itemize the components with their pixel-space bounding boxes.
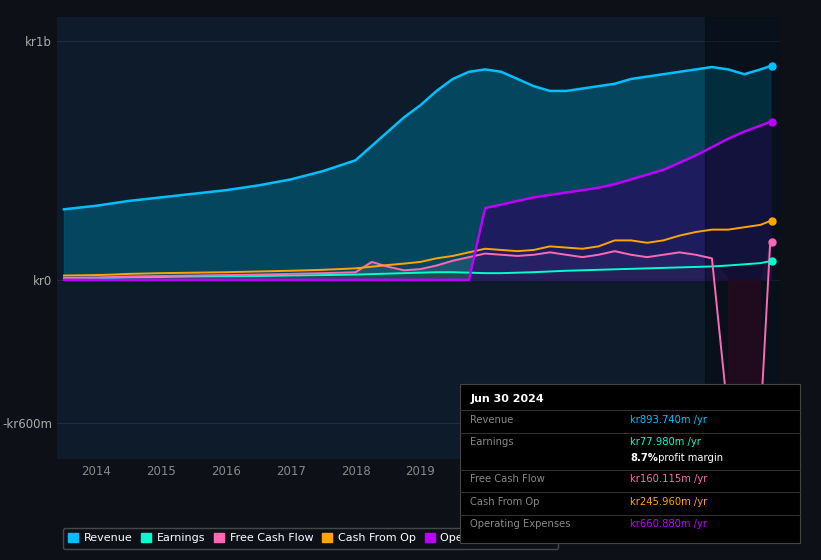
Text: kr893.740m /yr: kr893.740m /yr <box>631 415 707 425</box>
Text: 8.7%: 8.7% <box>631 453 658 463</box>
Text: Earnings: Earnings <box>470 437 514 447</box>
Text: kr660.880m /yr: kr660.880m /yr <box>631 519 707 529</box>
Text: kr77.980m /yr: kr77.980m /yr <box>631 437 701 447</box>
Text: Cash From Op: Cash From Op <box>470 497 540 507</box>
Text: profit margin: profit margin <box>655 453 722 463</box>
Legend: Revenue, Earnings, Free Cash Flow, Cash From Op, Operating Expenses: Revenue, Earnings, Free Cash Flow, Cash … <box>62 528 558 549</box>
Text: Revenue: Revenue <box>470 415 514 425</box>
Text: kr160.115m /yr: kr160.115m /yr <box>631 474 708 484</box>
Bar <box>705 17 803 459</box>
Text: Free Cash Flow: Free Cash Flow <box>470 474 545 484</box>
Text: kr245.960m /yr: kr245.960m /yr <box>631 497 708 507</box>
Text: Operating Expenses: Operating Expenses <box>470 519 571 529</box>
Text: Jun 30 2024: Jun 30 2024 <box>470 394 544 404</box>
